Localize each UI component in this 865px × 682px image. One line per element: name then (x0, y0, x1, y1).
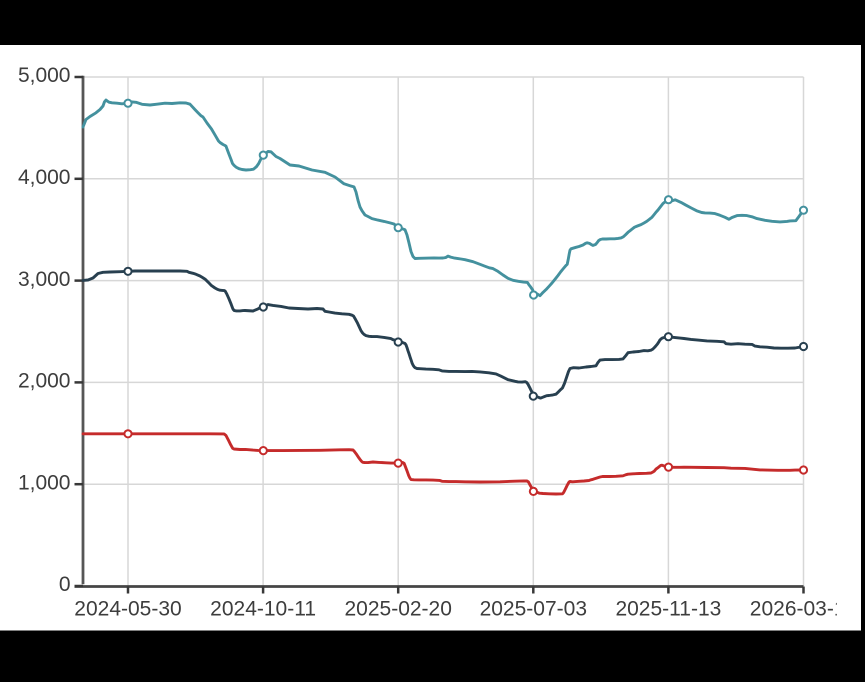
svg-text:2,000: 2,000 (18, 370, 71, 393)
svg-text:2024-05-30: 2024-05-30 (74, 598, 181, 621)
svg-text:2025-02-20: 2025-02-20 (344, 598, 451, 621)
svg-text:1,000: 1,000 (18, 471, 71, 494)
svg-text:5,000: 5,000 (18, 64, 71, 87)
svg-text:2026-03-13: 2026-03-13 (750, 598, 857, 621)
svg-text:2025-11-13: 2025-11-13 (615, 598, 721, 621)
svg-text:4,000: 4,000 (18, 166, 71, 189)
svg-text:0: 0 (59, 573, 71, 596)
svg-text:2025-07-03: 2025-07-03 (480, 598, 587, 621)
svg-text:3,000: 3,000 (18, 268, 71, 291)
svg-text:2024-10-11: 2024-10-11 (210, 598, 316, 621)
